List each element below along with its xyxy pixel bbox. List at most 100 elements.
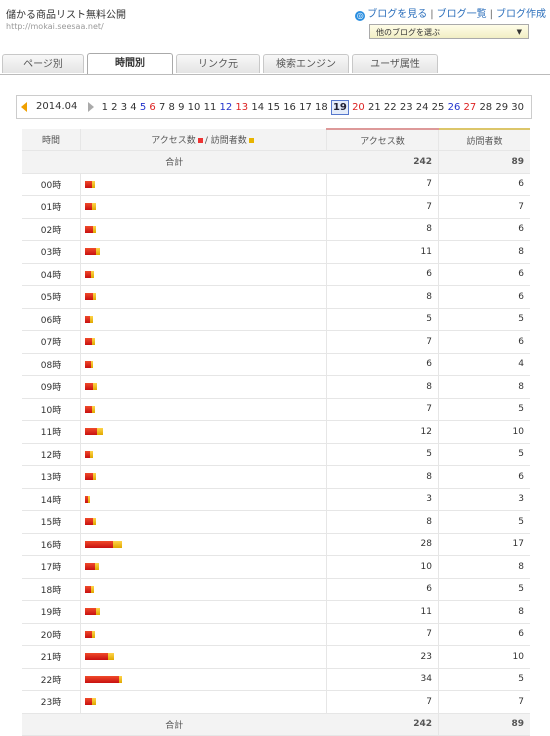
- access-cell: 8: [326, 218, 439, 241]
- day-link[interactable]: 4: [130, 101, 137, 113]
- hour-cell: 00時: [22, 173, 81, 196]
- visitor-bar: [95, 563, 100, 571]
- table-row: 06時 5 5: [22, 308, 530, 331]
- visitor-bar: [92, 698, 96, 706]
- visitor-cell: 17: [438, 533, 530, 556]
- other-blog-select[interactable]: 他のブログを選ぶ ▼: [369, 24, 529, 39]
- day-link[interactable]: 5: [139, 101, 147, 113]
- visitor-cell: 6: [438, 263, 530, 286]
- day-link[interactable]: 10: [187, 101, 201, 113]
- visitor-bar: [91, 270, 95, 278]
- access-cell: 7: [326, 623, 439, 646]
- visitor-bar: [92, 203, 96, 211]
- day-link[interactable]: 9: [178, 101, 185, 113]
- visitor-bar: [88, 495, 90, 503]
- view-blog-link[interactable]: ブログを見る: [367, 9, 428, 20]
- visitor-bar: [96, 248, 101, 256]
- tab-search-engine[interactable]: 検索エンジン: [263, 54, 349, 73]
- table-row: 21時 23 10: [22, 645, 530, 669]
- access-cell: 3: [326, 488, 439, 511]
- day-list: 1 2 3 4 5 6 7 8 9 10 11 12 13 14 15 16 17 18 19 20 21 22 23 24 2…: [100, 96, 526, 118]
- day-link[interactable]: 17: [299, 101, 312, 113]
- visitor-cell: 7: [438, 690, 530, 714]
- day-link[interactable]: 21: [367, 101, 381, 113]
- day-link[interactable]: 23: [399, 101, 413, 113]
- blog-list-link[interactable]: ブログ一覧: [436, 9, 487, 20]
- col-access-header[interactable]: アクセス数: [326, 128, 439, 151]
- hour-cell: 04時: [22, 263, 81, 286]
- table-row: 08時 6 4: [22, 353, 530, 376]
- visitor-bar: [119, 675, 122, 683]
- access-bar: [85, 428, 97, 436]
- day-link[interactable]: 19: [330, 99, 349, 115]
- access-bar: [85, 675, 119, 683]
- access-bar: [85, 608, 96, 616]
- table-row: 19時 11 8: [22, 600, 530, 624]
- create-blog-link[interactable]: ブログ作成: [496, 9, 546, 20]
- tab-user-attributes[interactable]: ユーザ属性: [352, 54, 438, 73]
- visitor-bar: [91, 585, 94, 593]
- day-link[interactable]: 1: [101, 101, 108, 113]
- hour-cell: 11時: [22, 420, 81, 444]
- access-bar: [85, 180, 92, 188]
- bar-cell: [80, 240, 327, 264]
- day-link[interactable]: 29: [495, 101, 509, 113]
- current-month: 2014.04: [36, 101, 78, 112]
- bar-cell: [80, 645, 327, 669]
- access-bar: [85, 293, 93, 301]
- access-bar: [85, 203, 92, 211]
- day-link[interactable]: 16: [283, 101, 296, 113]
- visitor-bar: [93, 518, 96, 526]
- day-link[interactable]: 14: [251, 101, 265, 113]
- tab-referrer[interactable]: リンク元: [176, 54, 260, 73]
- bar-cell: [80, 510, 327, 534]
- visitor-bar: [93, 293, 97, 301]
- bar-cell: [80, 555, 327, 579]
- day-link[interactable]: 12: [219, 101, 233, 113]
- day-link[interactable]: 20: [352, 101, 365, 113]
- day-link[interactable]: 13: [235, 101, 249, 113]
- access-cell: 8: [326, 465, 439, 489]
- prev-month-icon[interactable]: [21, 102, 27, 112]
- total-access: 242: [326, 150, 439, 174]
- day-link[interactable]: 24: [415, 101, 429, 113]
- day-link[interactable]: 7: [158, 101, 166, 113]
- day-link[interactable]: 26: [447, 101, 461, 113]
- legend-visitor-label: 訪問者数: [210, 136, 247, 146]
- day-link[interactable]: 8: [168, 101, 175, 113]
- day-link[interactable]: 11: [203, 101, 217, 113]
- day-link[interactable]: 30: [511, 101, 525, 113]
- bar-cell: [80, 398, 327, 421]
- hour-cell: 15時: [22, 510, 81, 534]
- day-link[interactable]: 28: [479, 101, 493, 113]
- day-link[interactable]: 2: [111, 101, 118, 113]
- visitor-cell: 6: [438, 623, 530, 646]
- col-visitor-header[interactable]: 訪問者数: [438, 128, 530, 151]
- tab-page[interactable]: ページ別: [2, 54, 84, 73]
- tab-hourly[interactable]: 時間別: [87, 53, 173, 74]
- bar-cell: [80, 375, 327, 399]
- visitor-cell: 3: [438, 488, 530, 511]
- access-bar: [85, 585, 91, 593]
- hour-cell: 06時: [22, 308, 81, 331]
- day-link[interactable]: 18: [315, 101, 328, 113]
- hour-cell: 18時: [22, 578, 81, 601]
- day-link[interactable]: 15: [267, 101, 280, 113]
- access-cell: 23: [326, 645, 439, 669]
- visitor-bar: [90, 450, 93, 458]
- day-link[interactable]: 22: [383, 101, 397, 113]
- access-bar: [85, 630, 92, 638]
- visitor-bar: [92, 338, 96, 346]
- day-link[interactable]: 25: [431, 101, 445, 113]
- hourly-table: 時間 アクセス数 / 訪問者数 アクセス数 訪問者数 合計 242 89 00時 7…: [22, 128, 530, 736]
- day-link[interactable]: 3: [120, 101, 128, 113]
- next-month-icon[interactable]: [88, 102, 94, 112]
- day-link[interactable]: 6: [149, 101, 156, 113]
- bar-cell: [80, 465, 327, 489]
- visitor-cell: 5: [438, 578, 530, 601]
- access-cell: 6: [326, 263, 439, 286]
- access-cell: 7: [326, 173, 439, 196]
- access-cell: 7: [326, 195, 439, 219]
- day-link[interactable]: 27: [463, 101, 477, 113]
- hour-cell: 13時: [22, 465, 81, 489]
